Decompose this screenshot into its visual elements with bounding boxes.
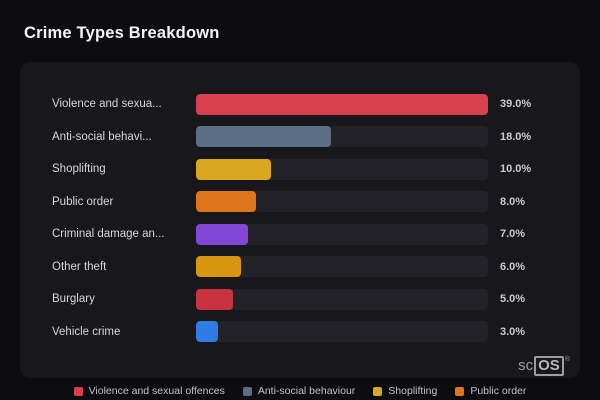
bar-row: Burglary 5.0% <box>52 283 552 316</box>
bar-category-label: Vehicle crime <box>52 325 121 338</box>
legend-item[interactable]: Anti-social behaviour <box>242 385 356 397</box>
legend-swatch-icon <box>242 386 252 396</box>
bar-value-label: 18.0% <box>500 130 532 143</box>
chart-legend: Violence and sexual offences Anti-social … <box>0 385 600 397</box>
legend-swatch-icon <box>455 386 465 396</box>
bar[interactable] <box>196 223 249 245</box>
bar-value-label: 10.0% <box>500 163 532 176</box>
bar-value-label: 5.0% <box>500 293 526 306</box>
bar-track <box>196 256 488 278</box>
scos-logo-text-sc: sc <box>518 357 534 374</box>
bar[interactable] <box>196 288 234 310</box>
legend-item[interactable]: Violence and sexual offences <box>73 385 225 397</box>
bar-row: Anti-social behavi... 18.0% <box>52 121 552 154</box>
bar-category-label: Other theft <box>52 260 107 273</box>
bar-row: Vehicle crime 3.0% <box>52 316 552 349</box>
bar-row: Public order 8.0% <box>52 186 552 219</box>
chart-panel: Violence and sexua... 39.0% Anti-social be… <box>20 62 580 378</box>
bar-category-label: Burglary <box>52 293 95 306</box>
scos-logo: sc OS ® <box>518 356 570 376</box>
legend-swatch-icon <box>73 386 83 396</box>
bar[interactable] <box>196 321 219 343</box>
bar-value-label: 7.0% <box>500 228 526 241</box>
legend-item[interactable]: Public order <box>455 385 526 397</box>
bar-category-label: Anti-social behavi... <box>52 130 152 143</box>
bar-category-label: Public order <box>52 195 114 208</box>
bar-track <box>196 93 488 115</box>
legend-label: Public order <box>470 385 527 397</box>
bar[interactable] <box>196 256 241 278</box>
bar-track <box>196 126 488 148</box>
legend-label: Violence and sexual offences <box>88 385 225 397</box>
bar-value-label: 39.0% <box>500 98 532 111</box>
bar[interactable] <box>196 158 271 180</box>
bar-chart: Violence and sexua... 39.0% Anti-social be… <box>52 88 552 348</box>
legend-item[interactable]: Shoplifting <box>373 385 437 397</box>
bar-value-label: 8.0% <box>500 195 526 208</box>
bar-track <box>196 288 488 310</box>
bar-category-label: Violence and sexua... <box>52 98 162 111</box>
bar[interactable] <box>196 191 256 213</box>
bar-row: Violence and sexua... 39.0% <box>52 88 552 121</box>
registered-trademark-icon: ® <box>564 356 570 363</box>
bar[interactable] <box>196 93 488 115</box>
bar-track <box>196 158 488 180</box>
bar-row: Shoplifting 10.0% <box>52 153 552 186</box>
scos-logo-text-os: OS <box>534 356 564 376</box>
legend-label: Shoplifting <box>388 385 438 397</box>
bar-value-label: 6.0% <box>500 260 526 273</box>
bar-category-label: Shoplifting <box>52 163 106 176</box>
bar-row: Criminal damage an... 7.0% <box>52 218 552 251</box>
bar-track <box>196 223 488 245</box>
bar-track <box>196 321 488 343</box>
page-title: Crime Types Breakdown <box>24 24 220 42</box>
bar-value-label: 3.0% <box>500 325 526 338</box>
legend-swatch-icon <box>373 386 383 396</box>
bar[interactable] <box>196 126 331 148</box>
bar-track <box>196 191 488 213</box>
legend-label: Anti-social behaviour <box>257 385 356 397</box>
bar-category-label: Criminal damage an... <box>52 228 165 241</box>
bar-row: Other theft 6.0% <box>52 251 552 284</box>
